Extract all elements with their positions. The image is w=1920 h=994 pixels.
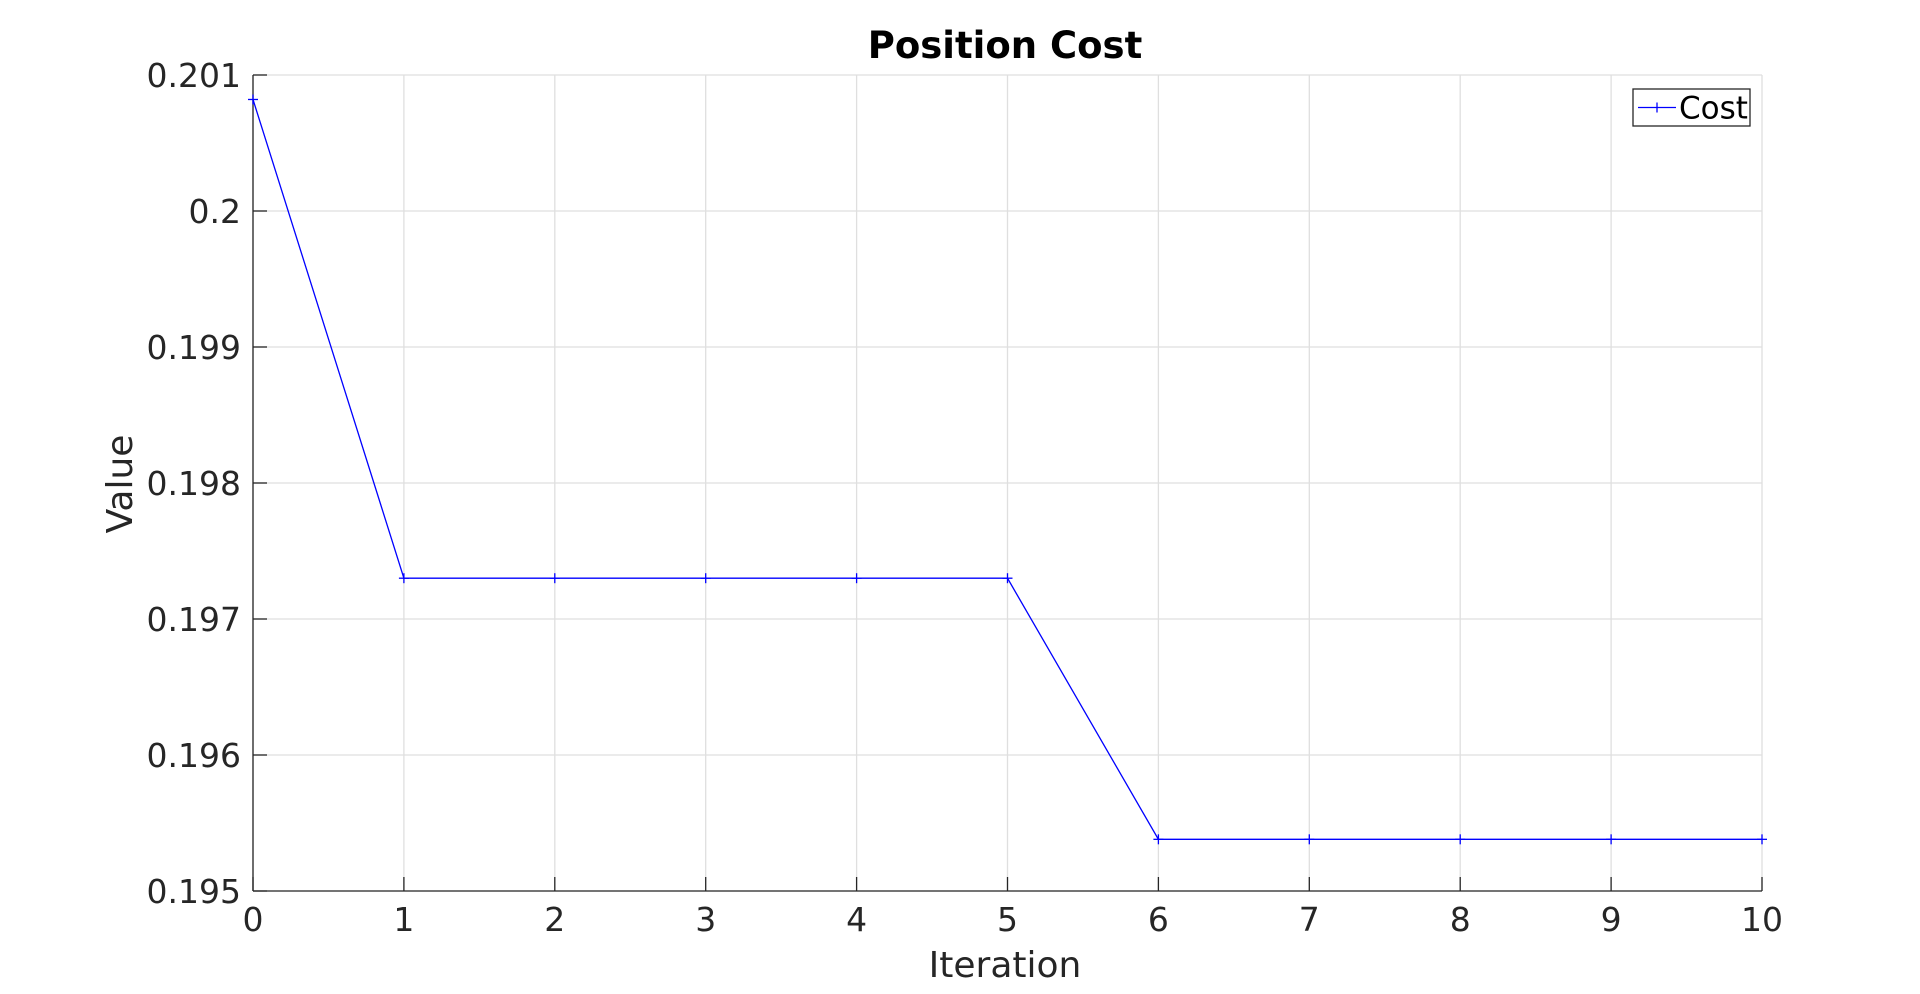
x-tick-label-3: 3 xyxy=(695,900,716,939)
y-tick-label-6: 0.201 xyxy=(147,56,241,95)
legend: Cost xyxy=(1632,88,1751,127)
x-tick-label-2: 2 xyxy=(544,900,565,939)
x-tick-label-4: 4 xyxy=(846,900,867,939)
data-point-0-4 xyxy=(851,573,862,584)
x-tick-label-9: 9 xyxy=(1601,900,1622,939)
x-tick-label-7: 7 xyxy=(1299,900,1320,939)
axes xyxy=(252,74,1763,892)
y-tick-label-2: 0.197 xyxy=(147,600,241,639)
tick-labels: 0 1 2 3 4 5 6 7 8 9 10 0.195 0.196 0.197 0.198 0.199 0.2… xyxy=(147,56,1783,939)
data-point-0-8 xyxy=(1455,834,1466,845)
x-tick-label-8: 8 xyxy=(1450,900,1471,939)
y-tick-label-0: 0.195 xyxy=(147,872,241,911)
grid xyxy=(252,74,1763,892)
data-point-0-7 xyxy=(1304,834,1315,845)
chart-title: Position Cost xyxy=(868,24,1143,67)
data-point-0-1 xyxy=(398,573,409,584)
data-point-0-3 xyxy=(700,573,711,584)
y-tick-label-4: 0.199 xyxy=(147,328,241,367)
data-point-0-5 xyxy=(1002,573,1013,584)
x-tick-label-5: 5 xyxy=(997,900,1018,939)
x-tick-label-10: 10 xyxy=(1741,900,1783,939)
x-tick-label-1: 1 xyxy=(393,900,414,939)
y-tick-label-1: 0.196 xyxy=(147,736,241,775)
x-tick-label-0: 0 xyxy=(243,900,264,939)
data-point-0-2 xyxy=(549,573,560,584)
y-tick-label-3: 0.198 xyxy=(147,464,241,503)
data-point-0-10 xyxy=(1757,834,1767,845)
x-tick-label-6: 6 xyxy=(1148,900,1169,939)
series-group xyxy=(248,94,1767,845)
x-axis-label: Iteration xyxy=(929,945,1082,986)
y-axis-label: Value xyxy=(100,435,141,534)
data-point-0-9 xyxy=(1606,834,1617,845)
legend-entry-0: Cost xyxy=(1679,91,1748,127)
y-tick-label-5: 0.2 xyxy=(189,192,241,231)
data-point-0-0 xyxy=(248,94,258,105)
data-point-0-6 xyxy=(1153,834,1164,845)
